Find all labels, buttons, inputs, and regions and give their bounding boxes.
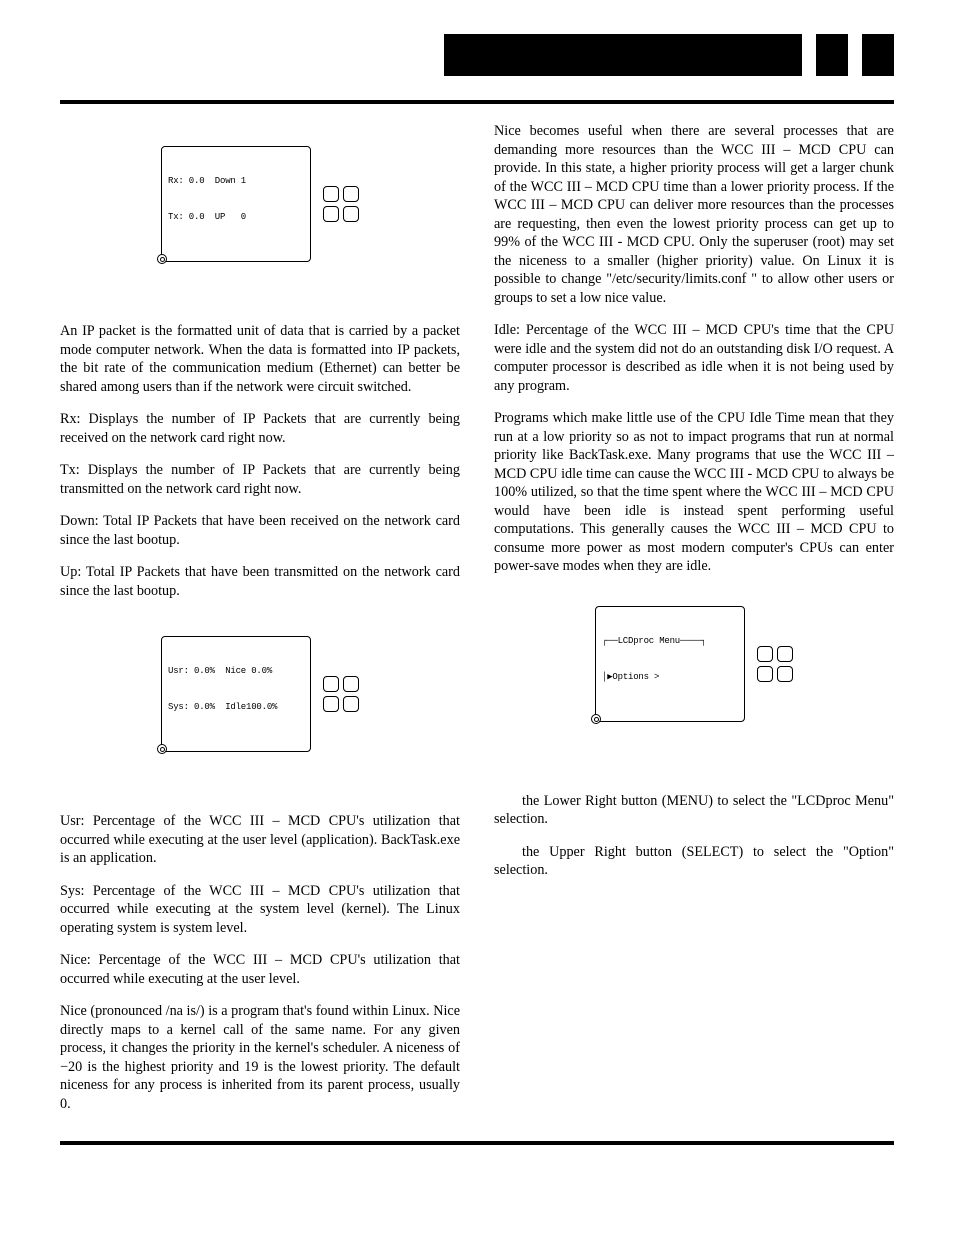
lcd-row: │▶Options > — [602, 671, 738, 683]
speaker-icon — [591, 714, 601, 724]
header-gap — [802, 34, 816, 76]
header-block-small — [862, 34, 894, 76]
lcd-button[interactable] — [323, 186, 339, 202]
paragraph: Idle: Percentage of the WCC III – MCD CP… — [494, 321, 894, 395]
paragraph: Up: Total IP Packets that have been tran… — [60, 563, 460, 600]
paragraph: Usr: Percentage of the WCC III – MCD CPU… — [60, 812, 460, 868]
lcd-button[interactable] — [777, 666, 793, 682]
lcd-button[interactable] — [343, 186, 359, 202]
lcd-figure-network: Rx: 0.0 Down 1 Tx: 0.0 UP 0 — [60, 146, 460, 262]
speaker-icon — [157, 744, 167, 754]
header-gap — [60, 34, 444, 76]
paragraph: Programs which make little use of the CP… — [494, 409, 894, 576]
lcd-button-pad — [323, 676, 359, 712]
paragraph: Down: Total IP Packets that have been re… — [60, 512, 460, 549]
lcd-button[interactable] — [343, 676, 359, 692]
lcd-button[interactable] — [323, 206, 339, 222]
lcd-row: ┌──LCDproc Menu────┐ — [602, 635, 738, 647]
lcd-button[interactable] — [757, 666, 773, 682]
lcd-button[interactable] — [757, 646, 773, 662]
divider-bottom — [60, 1141, 894, 1145]
lcd-button-pad — [757, 646, 793, 682]
lcd-button[interactable] — [343, 206, 359, 222]
paragraph: Sys: Percentage of the WCC III – MCD CPU… — [60, 882, 460, 938]
right-column: Nice becomes useful when there are sever… — [494, 122, 894, 1113]
paragraph: the Upper Right button (SELECT) to selec… — [494, 843, 894, 880]
lcd-row: Sys: 0.0% Idle100.0% — [168, 701, 304, 713]
lcd-button[interactable] — [323, 696, 339, 712]
lcd-screen: Rx: 0.0 Down 1 Tx: 0.0 UP 0 — [161, 146, 311, 262]
lcd-row: Rx: 0.0 Down 1 — [168, 175, 304, 187]
paragraph: Nice: Percentage of the WCC III – MCD CP… — [60, 951, 460, 988]
lcd-row: Usr: 0.0% Nice 0.0% — [168, 665, 304, 677]
lcd-screen: Usr: 0.0% Nice 0.0% Sys: 0.0% Idle100.0% — [161, 636, 311, 752]
paragraph: the Lower Right button (MENU) to select … — [494, 792, 894, 829]
lcd-screen: ┌──LCDproc Menu────┐ │▶Options > — [595, 606, 745, 722]
header-gap — [848, 34, 862, 76]
lcd-button[interactable] — [343, 696, 359, 712]
paragraph: Nice (pronounced /na is/) is a program t… — [60, 1002, 460, 1113]
header-block-small — [816, 34, 848, 76]
lcd-button-pad — [323, 186, 359, 222]
page: Rx: 0.0 Down 1 Tx: 0.0 UP 0 An IP packet… — [0, 0, 954, 1235]
two-column-content: Rx: 0.0 Down 1 Tx: 0.0 UP 0 An IP packet… — [60, 122, 894, 1113]
paragraph: Tx: Displays the number of IP Packets th… — [60, 461, 460, 498]
lcd-figure-menu: ┌──LCDproc Menu────┐ │▶Options > — [494, 606, 894, 722]
header-bar — [60, 34, 894, 76]
divider-top — [60, 100, 894, 104]
paragraph: An IP packet is the formatted unit of da… — [60, 322, 460, 396]
lcd-row: Tx: 0.0 UP 0 — [168, 211, 304, 223]
speaker-icon — [157, 254, 167, 264]
paragraph: Nice becomes useful when there are sever… — [494, 122, 894, 307]
header-block-main — [444, 34, 802, 76]
lcd-button[interactable] — [323, 676, 339, 692]
paragraph: Rx: Displays the number of IP Packets th… — [60, 410, 460, 447]
lcd-figure-cpu: Usr: 0.0% Nice 0.0% Sys: 0.0% Idle100.0% — [60, 636, 460, 752]
left-column: Rx: 0.0 Down 1 Tx: 0.0 UP 0 An IP packet… — [60, 122, 460, 1113]
lcd-button[interactable] — [777, 646, 793, 662]
